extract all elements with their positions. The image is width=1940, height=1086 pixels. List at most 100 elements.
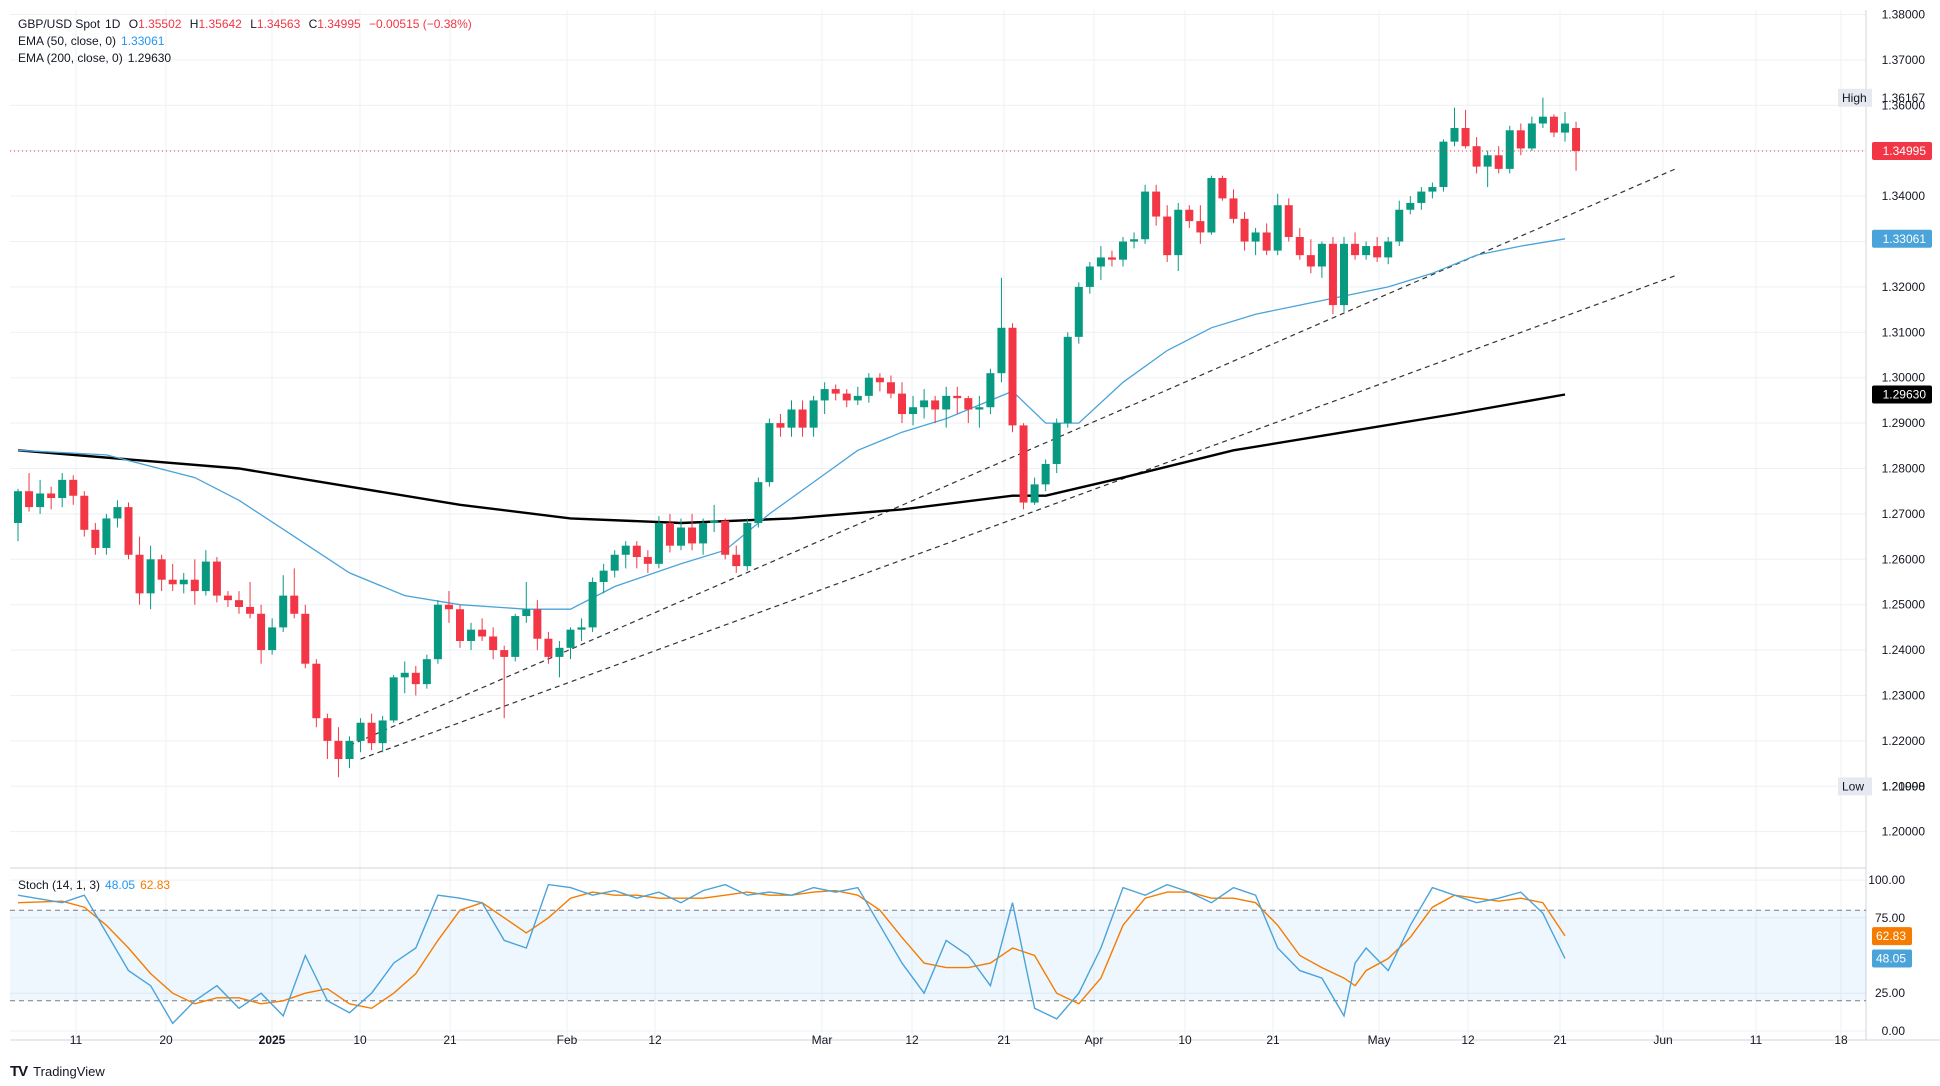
candle-body (389, 677, 398, 721)
candle-body (1218, 177, 1227, 199)
candle-body (721, 520, 730, 555)
candle-body (246, 606, 255, 614)
candle-body (588, 582, 597, 628)
price-tick-label: 1.29000 (1882, 416, 1926, 430)
price-tick-label: 1.25000 (1882, 598, 1926, 612)
candle-body (312, 663, 321, 719)
time-tick-label: 11 (1750, 1033, 1763, 1047)
ema50-tag: 1.33061 (1872, 229, 1932, 248)
ema200-tag-value: 1.29630 (1883, 388, 1927, 402)
candle-body (798, 409, 807, 428)
candle-body (1229, 198, 1238, 219)
candle-body (223, 595, 232, 601)
high-label: H (189, 17, 199, 31)
time-tick-label: 10 (353, 1033, 367, 1047)
time-tick-label: Mar (812, 1033, 833, 1047)
candle-body (456, 609, 464, 642)
symbol-legend[interactable]: GBP/USD Spot 1D O1.35502 H1.35642 L1.3456… (18, 16, 477, 32)
candle-body (1295, 236, 1304, 256)
candle-body (864, 377, 873, 396)
stoch-tick-label: 75.00 (1875, 911, 1905, 925)
candle-body (688, 527, 697, 544)
candle-body (91, 529, 100, 548)
candle-body (1483, 155, 1492, 167)
pane-borders (10, 10, 1940, 1041)
price-tags: High 1.36167 Low 1.20998 1.34995 1.33061… (1838, 88, 1932, 968)
price-tick-label: 1.22000 (1882, 734, 1926, 748)
ema50-legend[interactable]: EMA (50, close, 0) 1.33061 (18, 33, 169, 49)
candle-body (665, 522, 674, 546)
trendline (349, 168, 1676, 746)
stoch-band-fill (10, 910, 1866, 1001)
high-tag-value: 1.36167 (1882, 91, 1926, 105)
candle-body (920, 400, 929, 408)
stoch-axis[interactable]: 100.00 75.00 25.00 0.00 (1868, 873, 1905, 1038)
price-tick-label: 1.26000 (1882, 552, 1926, 566)
candle-body (268, 627, 277, 651)
candle-body (1074, 286, 1083, 337)
candle-body (489, 636, 498, 651)
candle-body (566, 629, 575, 648)
candle-body (1030, 484, 1039, 503)
candle-body (809, 400, 818, 428)
open-label: O (128, 17, 139, 31)
candle-body (1262, 232, 1271, 251)
candle-body (909, 407, 918, 415)
candle-body (699, 522, 708, 544)
candle-body (820, 389, 829, 401)
candle-body (1273, 205, 1282, 251)
candle-body (1362, 246, 1371, 256)
candle-body (964, 398, 973, 410)
candle-body (1384, 241, 1393, 258)
candle-body (1085, 266, 1094, 287)
candle-body (422, 659, 431, 685)
stoch-d-tag-value: 62.83 (1876, 929, 1906, 943)
stoch-d-tag: 62.83 (1872, 927, 1912, 946)
candle-body (1119, 241, 1127, 260)
stoch-k-line (17, 883, 1566, 1025)
candle-body (1317, 243, 1326, 267)
high-tag-label: High (1842, 91, 1867, 105)
candle-body (113, 507, 122, 519)
candle-body (102, 518, 111, 548)
candle-body (1406, 202, 1415, 210)
stoch-legend[interactable]: Stoch (14, 1, 3) 48.05 62.83 (18, 877, 175, 893)
stoch-tick-label: 100.00 (1868, 873, 1905, 887)
close-value: 1.34995 (317, 17, 361, 31)
candle-body (1251, 232, 1260, 242)
candle-body (1207, 177, 1216, 233)
candle-body (743, 522, 752, 567)
ema200-legend[interactable]: EMA (200, close, 0) 1.29630 (18, 50, 176, 66)
time-axis[interactable]: 11 20 2025 10 21 Feb 12 Mar 12 21 Apr 10 21 May 12 21 Ju… (70, 1033, 1848, 1047)
candle-body (1450, 128, 1459, 142)
candle-body (345, 740, 354, 760)
candle-body (1174, 209, 1183, 256)
tradingview-branding[interactable]: TV TradingView (10, 1063, 105, 1080)
ema50-tag-value: 1.33061 (1883, 232, 1927, 246)
symbol-name[interactable]: GBP/USD Spot (18, 17, 101, 31)
price-tick-label: 1.34000 (1882, 189, 1926, 203)
candle-body (555, 647, 564, 657)
candle-body (301, 613, 310, 664)
price-axis[interactable]: 1.380001.370001.360001.350001.340001.330… (1882, 8, 1926, 839)
candle-body (478, 629, 487, 637)
candle-body (400, 672, 409, 678)
candle-body (1284, 205, 1293, 237)
candle-body (1417, 191, 1426, 203)
candle-body (190, 579, 199, 592)
candle-body (533, 609, 542, 639)
ema200-path (17, 393, 1566, 525)
stoch-d-line (17, 889, 1566, 1010)
candle-body (135, 554, 144, 594)
candlesticks (14, 97, 1581, 778)
candle-body (14, 491, 22, 523)
candle-body (577, 627, 586, 630)
price-tick-label: 1.38000 (1882, 8, 1926, 22)
price-tick-label: 1.37000 (1882, 53, 1926, 67)
candle-body (831, 389, 840, 394)
candle-body (444, 604, 453, 610)
candle-body (1395, 209, 1404, 242)
candle-body (500, 650, 509, 657)
stoch-tick-label: 0.00 (1882, 1024, 1906, 1038)
